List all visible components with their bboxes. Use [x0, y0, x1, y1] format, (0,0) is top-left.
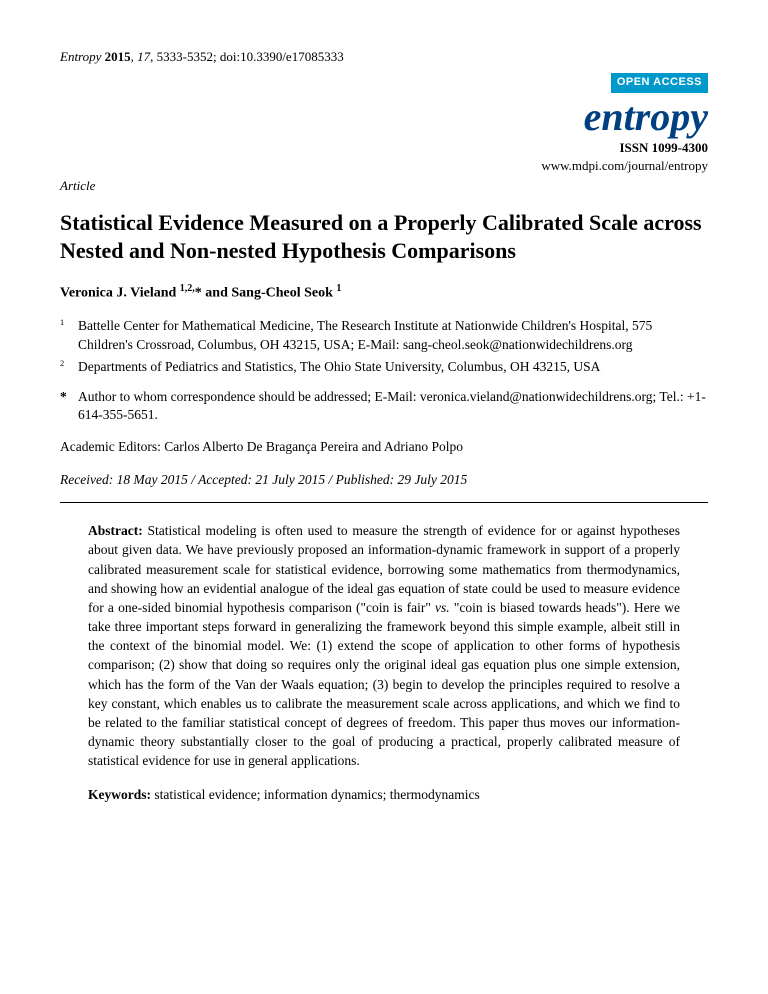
year: 2015	[105, 49, 131, 64]
affiliation-row: 2 Departments of Pediatrics and Statisti…	[60, 358, 708, 376]
keywords: Keywords: statistical evidence; informat…	[60, 786, 708, 805]
authors: Veronica J. Vieland 1,2,* and Sang-Cheol…	[60, 282, 708, 303]
open-access-wrap: OPEN ACCESS	[60, 72, 708, 92]
divider	[60, 502, 708, 503]
abstract-vs: vs.	[435, 600, 450, 615]
journal-name: Entropy	[60, 49, 101, 64]
affil-text: Battelle Center for Mathematical Medicin…	[78, 317, 708, 353]
author-1: Veronica J. Vieland	[60, 286, 180, 301]
citation-line: Entropy 2015, 17, 5333-5352; doi:10.3390…	[60, 48, 708, 66]
keywords-label: Keywords:	[88, 787, 151, 802]
volume: 17	[137, 49, 150, 64]
abstract-text-2: "coin is biased towards heads"). Here we…	[88, 600, 680, 768]
pages-doi: , 5333-5352; doi:10.3390/e17085333	[150, 49, 344, 64]
affil-text: Departments of Pediatrics and Statistics…	[78, 358, 708, 376]
article-title: Statistical Evidence Measured on a Prope…	[60, 209, 708, 264]
correspondence: * Author to whom correspondence should b…	[60, 388, 708, 424]
article-type: Article	[60, 177, 708, 195]
affiliations: 1 Battelle Center for Mathematical Medic…	[60, 317, 708, 376]
open-access-badge: OPEN ACCESS	[611, 73, 708, 92]
author-2: Sang-Cheol Seok	[231, 286, 336, 301]
journal-logo: entropy	[60, 97, 708, 137]
abstract-label: Abstract:	[88, 523, 143, 538]
affiliation-row: 1 Battelle Center for Mathematical Medic…	[60, 317, 708, 353]
author-1-affil: 1,2,	[180, 283, 195, 294]
journal-url: www.mdpi.com/journal/entropy	[60, 157, 708, 175]
keywords-text: statistical evidence; information dynami…	[151, 787, 480, 802]
article-dates: Received: 18 May 2015 / Accepted: 21 Jul…	[60, 471, 708, 490]
author-2-affil: 1	[336, 283, 341, 294]
corr-text: Author to whom correspondence should be …	[78, 388, 708, 424]
issn: ISSN 1099-4300	[60, 139, 708, 157]
and-sep: and	[202, 286, 232, 301]
affil-num: 2	[60, 359, 64, 368]
corr-star: *	[60, 388, 78, 424]
academic-editors: Academic Editors: Carlos Alberto De Brag…	[60, 438, 708, 457]
affil-num: 1	[60, 318, 64, 327]
abstract: Abstract: Statistical modeling is often …	[60, 521, 708, 770]
author-1-corr: *	[195, 286, 202, 301]
